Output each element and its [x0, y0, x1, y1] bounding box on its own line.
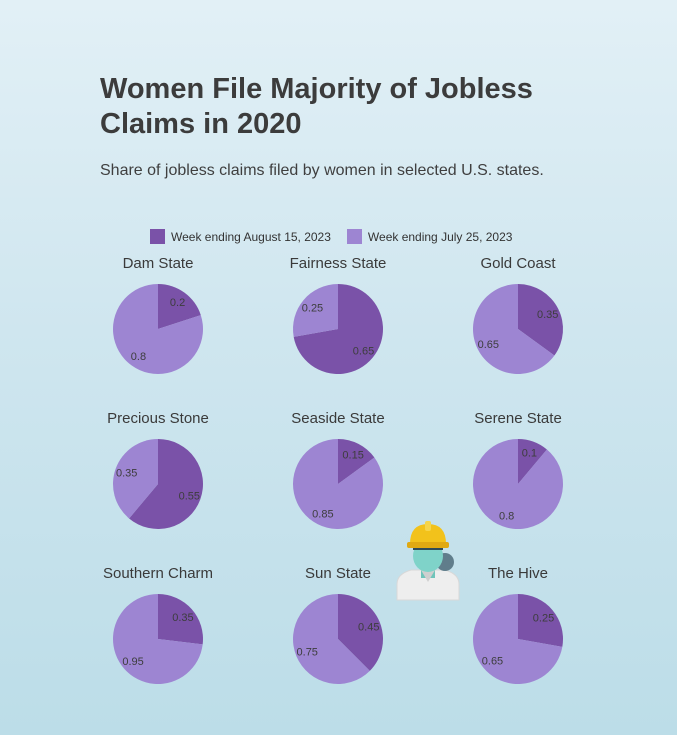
pie-slice-label: 0.75 [297, 647, 318, 659]
pie-slice [293, 284, 383, 375]
pie-slice-label: 0.2 [170, 297, 185, 309]
pie-title: Dam State [123, 255, 194, 272]
pie-slice-label: 0.1 [522, 448, 537, 460]
pie-slice-label: 0.95 [122, 656, 143, 668]
pie-slice [518, 594, 563, 647]
pie-slice-label: 0.85 [312, 509, 333, 521]
pie-sun-state: Sun State 0.45 0.75 [293, 565, 383, 685]
pie-slice [472, 439, 563, 529]
pie-slice-label: 0.35 [172, 612, 193, 624]
worker-hardhat-icon [396, 521, 460, 601]
pie-southern-charm: Southern Charm 0.35 0.95 [103, 565, 213, 684]
pie-serene-state: Serene State 0.1 0.8 [472, 410, 563, 529]
pie-slice [158, 284, 201, 329]
pie-seaside-state: Seaside State 0.15 0.85 [291, 410, 385, 529]
pie-slice [518, 439, 547, 484]
pie-title: Gold Coast [480, 255, 556, 272]
pie-slice [293, 439, 384, 529]
chart-subtitle: Share of jobless claims filed by women i… [100, 162, 544, 179]
legend-item-july: Week ending July 25, 2023 [346, 229, 513, 244]
pie-slice [293, 284, 338, 337]
pie-slice-label: 0.65 [353, 345, 374, 357]
pie-dam-state: Dam State 0.2 0.8 [113, 255, 203, 375]
pie-slice-label: 0.25 [533, 613, 554, 625]
pie-slice-label: 0.55 [179, 490, 200, 502]
pie-slice-label: 0.45 [358, 621, 379, 633]
pie-slice [113, 594, 203, 684]
pie-title: Seaside State [291, 410, 384, 427]
pie-slice [338, 439, 375, 484]
pie-title: Sun State [305, 565, 371, 582]
pie-slice-label: 0.8 [499, 510, 514, 522]
pie-slice [129, 438, 204, 529]
pie-slice-label: 0.65 [482, 655, 503, 667]
pie-precious-stone: Precious Stone 0.55 0.35 [107, 410, 209, 529]
pie-slice [113, 439, 158, 519]
legend-label-august: Week ending August 15, 2023 [171, 229, 331, 244]
pie-slice-label: 0.15 [342, 449, 363, 461]
pie-the-hive: The Hive 0.25 0.65 [473, 565, 563, 684]
pie-slice [158, 594, 204, 645]
pie-slice-label: 0.65 [478, 339, 499, 351]
pie-slice [518, 284, 563, 356]
pie-slice [473, 594, 563, 684]
legend-swatch-august [150, 229, 165, 244]
pie-slice [338, 594, 383, 671]
pie-title: Southern Charm [103, 565, 213, 582]
pie-title: Fairness State [290, 255, 387, 272]
legend-item-august: Week ending August 15, 2023 [150, 229, 331, 244]
pie-title: Serene State [474, 410, 562, 427]
pie-slice-label: 0.35 [537, 309, 558, 321]
pie-fairness-state: Fairness State 0.65 0.25 [290, 255, 387, 375]
pie-slice [113, 284, 203, 375]
pie-gold-coast: Gold Coast 0.35 0.65 [473, 255, 563, 375]
pie-slice [473, 284, 555, 375]
legend-label-july: Week ending July 25, 2023 [367, 229, 513, 244]
chart-title: Women File Majority of Jobless Claims in… [100, 73, 533, 140]
pie-title: The Hive [488, 565, 548, 582]
legend-swatch-july [346, 229, 362, 244]
pie-slice [293, 594, 370, 685]
pie-slice-label: 0.8 [131, 351, 146, 363]
pie-slice-label: 0.35 [116, 468, 137, 480]
pie-title: Precious Stone [107, 410, 209, 427]
legend: Week ending August 15, 2023 Week ending … [150, 229, 528, 244]
pie-slice-label: 0.25 [302, 303, 323, 315]
